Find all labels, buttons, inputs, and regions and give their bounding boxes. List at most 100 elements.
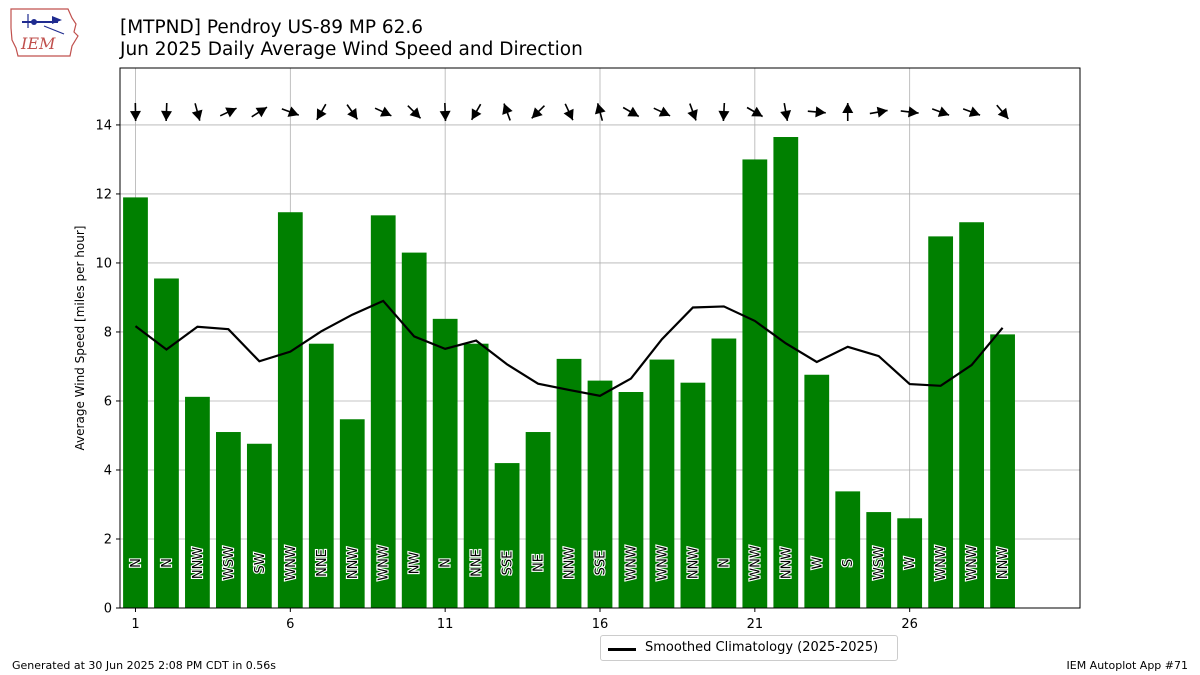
footer-app: IEM Autoplot App #71: [1066, 659, 1189, 672]
direction-label: WNW: [377, 545, 392, 581]
speed-bar: [154, 278, 179, 608]
logo-text: IEM: [20, 34, 56, 53]
speed-bar: [711, 338, 737, 608]
speed-bar: [773, 137, 799, 608]
legend: Smoothed Climatology (2025-2025): [600, 635, 898, 661]
legend-line-swatch: [608, 648, 636, 651]
wind-arrow-head: [502, 103, 513, 115]
x-tick-label: 1: [131, 617, 139, 632]
wind-arrow-head: [718, 110, 730, 121]
direction-label: WNW: [655, 545, 670, 581]
y-tick-label: 6: [104, 394, 112, 409]
wind-arrow-head: [780, 110, 792, 121]
speed-bar: [123, 197, 148, 608]
direction-label: N: [160, 558, 175, 568]
direction-label: W: [903, 556, 918, 569]
direction-label: S: [841, 559, 856, 567]
speed-bar: [680, 382, 706, 608]
speed-bar: [277, 212, 303, 608]
wind-arrow-head: [287, 106, 299, 117]
direction-label: NNW: [996, 547, 1011, 579]
y-axis-label: Average Wind Speed [miles per hour]: [73, 226, 87, 451]
direction-label: NW: [408, 552, 423, 575]
footer-generated: Generated at 30 Jun 2025 2:08 PM CDT in …: [12, 659, 277, 672]
direction-label: WNW: [624, 545, 639, 581]
speed-bar: [742, 159, 768, 609]
wind-arrow-head: [471, 108, 482, 120]
speed-bar: [463, 343, 489, 608]
wind-arrow-head: [968, 106, 981, 117]
wind-arrow-head: [937, 106, 950, 117]
direction-label: NNE: [315, 549, 330, 577]
speed-bar: [556, 358, 582, 608]
speed-bar: [990, 334, 1015, 608]
x-tick-label: 21: [747, 617, 764, 632]
speed-bar: [897, 518, 923, 608]
speed-bar: [618, 392, 644, 608]
x-tick-label: 11: [437, 617, 454, 632]
wind-arrow-head: [531, 107, 543, 119]
wind-arrow-head: [225, 107, 237, 118]
speed-bar: [928, 236, 954, 608]
speed-bar: [185, 396, 210, 608]
direction-label-layer: N N NNW WSW SW WNW NNE NNW WNW NW N NNE SSE NE NNW SSE W…: [128, 544, 1012, 582]
speed-bar: [649, 359, 675, 608]
y-tick-label: 8: [104, 325, 112, 340]
climatology-line: [134, 299, 1004, 397]
direction-label: SSE: [594, 551, 609, 576]
direction-label: SW: [253, 552, 268, 573]
y-tick-label: 2: [104, 532, 112, 547]
x-tick-label: 16: [592, 617, 609, 632]
wind-arrow-head: [908, 106, 919, 118]
wind-arrow-head: [316, 108, 327, 120]
direction-label: NNW: [346, 547, 361, 579]
direction-label: SSE: [501, 551, 516, 576]
wind-arrow-head: [563, 108, 574, 121]
chart-subtitle: Jun 2025 Daily Average Wind Speed and Di…: [120, 39, 583, 60]
direction-label: WSW: [222, 546, 237, 580]
speed-bar: [959, 222, 984, 608]
speed-bar: [308, 343, 334, 608]
wind-arrow-head: [347, 108, 358, 120]
direction-label: WNW: [284, 545, 299, 581]
speed-bar: [216, 432, 241, 608]
speed-bar: [835, 491, 861, 608]
chart-title: [MTPND] Pendroy US-89 MP 62.6: [120, 17, 424, 38]
y-tick-label: 12: [95, 187, 112, 202]
wind-arrow-head: [876, 106, 888, 118]
iem-logo: IEM: [10, 8, 79, 57]
direction-label: W: [810, 556, 825, 569]
direction-label: NNE: [470, 549, 485, 577]
speed-bar: [587, 380, 613, 608]
wind-arrow-head: [687, 109, 698, 121]
wind-arrow-head: [255, 107, 267, 118]
direction-label: NNW: [191, 547, 206, 579]
speed-bar: [494, 463, 520, 608]
climatology-line-layer: [134, 299, 1004, 397]
speed-bar: [525, 432, 551, 608]
speed-bar: [804, 374, 830, 608]
direction-label: NNW: [686, 547, 701, 579]
direction-label: NE: [532, 554, 547, 572]
direction-label: N: [717, 558, 732, 568]
y-tick-label: 14: [95, 118, 112, 133]
speed-bar: [401, 252, 427, 608]
direction-label: WSW: [872, 546, 887, 580]
wind-arrow-layer: [129, 102, 1009, 122]
wind-arrow-head: [191, 109, 203, 121]
wind-arrow-head: [439, 110, 451, 121]
wind-arrow-head: [658, 106, 671, 117]
wind-arrow-head: [627, 106, 639, 117]
direction-label: WNW: [965, 545, 980, 581]
speed-bar: [339, 419, 365, 608]
speed-bar: [370, 215, 396, 609]
direction-label: NNW: [779, 547, 794, 579]
wind-arrow-head: [594, 103, 606, 115]
speed-bar: [246, 443, 272, 608]
wind-arrow-head: [379, 106, 392, 117]
wind-arrow-head: [751, 106, 763, 117]
y-tick-label: 10: [95, 256, 112, 271]
x-tick-label: 6: [286, 617, 294, 632]
